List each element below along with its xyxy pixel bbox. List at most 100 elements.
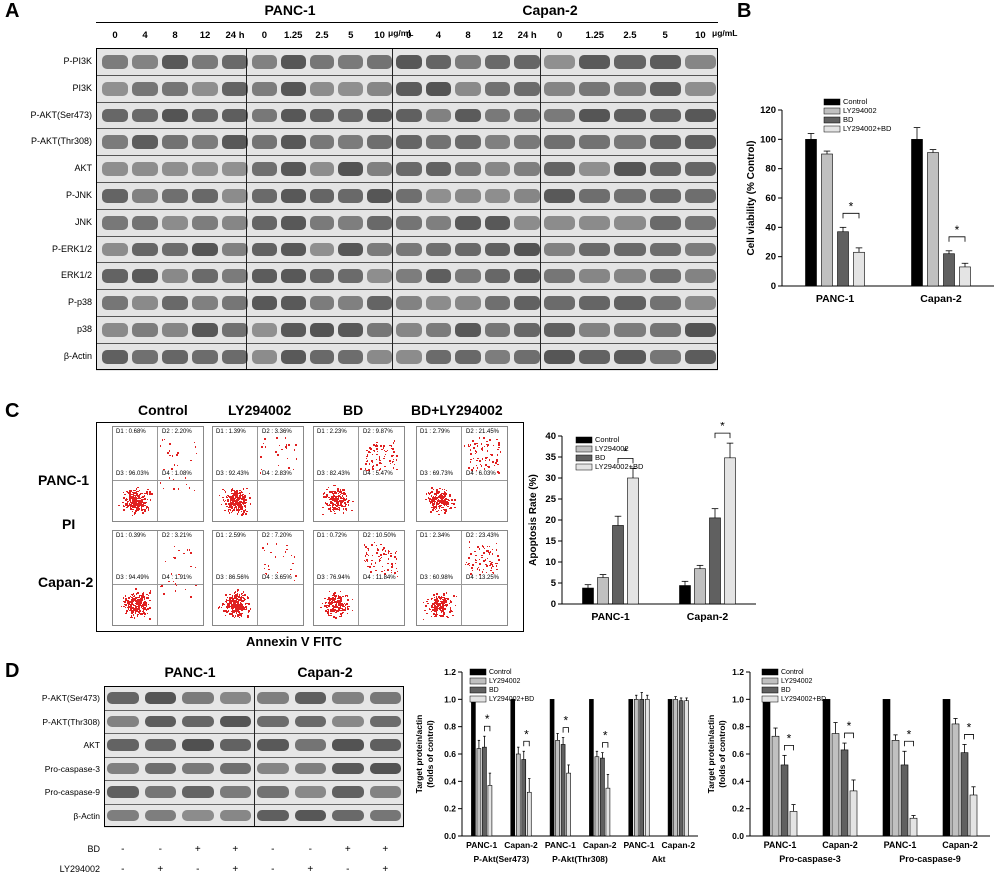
legend-label: LY294002+BD (595, 462, 644, 471)
flow-dot (380, 462, 382, 465)
flow-dot (228, 606, 230, 609)
flow-dot (129, 490, 131, 492)
flow-dot (445, 600, 448, 603)
flow-dot (263, 549, 266, 552)
bar (709, 517, 721, 605)
flow-dot (145, 501, 148, 504)
flow-dot (334, 491, 337, 493)
significance-bracket (844, 732, 854, 739)
y-tick-label: 5 (551, 578, 557, 589)
flow-dot (367, 554, 370, 557)
flow-dot (143, 598, 146, 600)
flow-dot (274, 556, 277, 558)
blot-band (338, 323, 364, 337)
blot-band (484, 296, 511, 310)
flow-dot (142, 607, 144, 610)
blot-band (614, 162, 646, 176)
flow-dot (134, 512, 136, 514)
y-tick-label: 120 (760, 105, 776, 116)
flow-dot (436, 503, 438, 506)
flow-dot (434, 606, 436, 608)
flow-dot (394, 572, 396, 574)
flow-dot (228, 504, 231, 507)
flow-dot (142, 503, 145, 506)
flow-dot (135, 606, 137, 608)
flow-dot (436, 599, 439, 601)
flow-dot (341, 612, 343, 615)
legend-label: Control (843, 97, 868, 106)
bar (960, 752, 969, 837)
blot-band (396, 189, 422, 203)
flow-dot (243, 496, 245, 498)
quadrant-line-v (461, 531, 463, 625)
flow-dot (234, 597, 236, 600)
flow-dot (230, 603, 233, 605)
flow-dot (286, 548, 288, 551)
flow-dot (431, 491, 433, 493)
flow-dot (324, 602, 327, 604)
flow-dot (194, 446, 197, 448)
flow-dot (447, 498, 449, 501)
flow-dot (325, 502, 327, 505)
dose-label: 1.25 (283, 30, 303, 41)
flow-dot (245, 608, 248, 610)
flow-dot (434, 610, 436, 613)
blot-band (309, 162, 335, 176)
flow-dot (235, 610, 237, 612)
significance-bracket (784, 744, 794, 751)
blot-band (579, 162, 611, 176)
flow-dot (450, 507, 452, 509)
flow-dot (447, 502, 449, 504)
flow-dot (440, 509, 443, 512)
flow-dot (442, 496, 444, 498)
flow-dot (264, 446, 267, 448)
flow-dot (139, 604, 141, 606)
flow-dot (330, 496, 333, 498)
flow-dot (132, 502, 134, 505)
significance-star: * (603, 729, 608, 743)
flow-dot (240, 602, 243, 605)
flow-dot (233, 600, 235, 603)
y-tick-label: 0.2 (444, 804, 456, 814)
flow-dot (149, 590, 152, 592)
flow-dot (229, 495, 231, 498)
flow-dot (390, 447, 393, 450)
blot-band (192, 349, 218, 364)
flow-dot (134, 506, 136, 509)
flow-dot (436, 502, 438, 504)
flow-dot (337, 599, 339, 602)
flow-dot (485, 464, 487, 466)
flow-dot (238, 599, 241, 601)
flow-dot (241, 604, 243, 606)
flow-dot (473, 447, 475, 449)
flow-dot (231, 605, 233, 607)
significance-star: * (847, 719, 852, 733)
flow-dot (242, 591, 245, 593)
flow-dot (427, 492, 430, 494)
flow-dot (481, 458, 484, 460)
flow-dot (367, 469, 369, 472)
flow-dot (371, 466, 374, 468)
blot-band (614, 349, 646, 364)
blot-band (514, 189, 540, 203)
flow-dot (322, 506, 324, 509)
flow-dot (130, 505, 132, 507)
flow-dot (341, 595, 344, 598)
flow-dot (330, 601, 333, 603)
flow-dot (432, 499, 434, 501)
flow-dot (231, 599, 234, 601)
flow-dot (328, 597, 330, 599)
blot-band (425, 242, 452, 257)
flow-dot (133, 598, 136, 601)
flow-dot (439, 604, 441, 607)
flow-dot (490, 563, 492, 565)
flow-dot (435, 506, 437, 508)
flow-dot (193, 441, 196, 444)
flow-dot (125, 497, 128, 500)
flow-dot (366, 455, 368, 458)
flow-dot (485, 571, 488, 574)
flow-dot (125, 502, 127, 505)
flow-dot (137, 606, 140, 608)
flow-dot (479, 463, 482, 466)
blot-band (132, 349, 158, 364)
